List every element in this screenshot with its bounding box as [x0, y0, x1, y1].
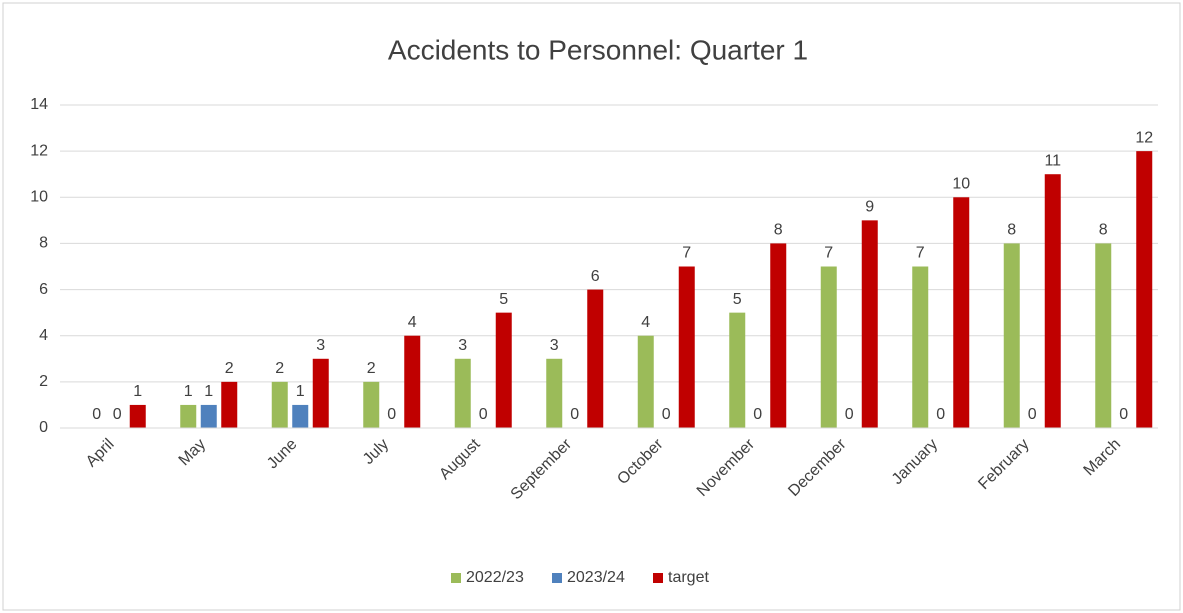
y-tick-label: 0: [39, 419, 48, 436]
data-label: 10: [952, 176, 970, 193]
data-label: 2: [367, 360, 376, 377]
data-label: 8: [1007, 222, 1016, 239]
legend-swatch: [451, 573, 461, 583]
data-label: 2: [225, 360, 234, 377]
data-label: 7: [824, 245, 833, 262]
data-label: 0: [113, 406, 122, 423]
data-label: 11: [1044, 152, 1061, 169]
data-label: 7: [682, 245, 691, 262]
data-label: 3: [316, 337, 325, 354]
data-label: 0: [845, 406, 854, 423]
data-label: 1: [133, 383, 142, 400]
bar: [312, 358, 329, 428]
legend-label: 2023/24: [567, 569, 625, 586]
data-label: 8: [1099, 222, 1108, 239]
data-label: 0: [1028, 406, 1037, 423]
bar: [404, 335, 421, 428]
y-tick-label: 8: [39, 235, 48, 252]
data-label: 4: [408, 314, 417, 331]
y-tick-label: 6: [39, 281, 48, 298]
data-label: 5: [733, 291, 742, 308]
y-tick-label: 14: [30, 96, 48, 113]
bar: [729, 312, 746, 428]
data-label: 0: [387, 406, 396, 423]
data-label: 12: [1135, 129, 1153, 146]
y-tick-label: 10: [30, 189, 48, 206]
data-label: 8: [774, 222, 783, 239]
data-label: 3: [550, 337, 559, 354]
y-tick-label: 2: [39, 373, 48, 390]
data-label: 0: [753, 406, 762, 423]
bar: [1095, 243, 1112, 428]
data-label: 7: [916, 245, 925, 262]
bar: [678, 266, 695, 428]
bar: [770, 243, 787, 428]
legend-label: 2022/23: [466, 569, 524, 586]
bar: [637, 335, 654, 428]
bar: [820, 266, 837, 428]
bar: [495, 312, 512, 428]
bar: [1044, 174, 1061, 428]
bar: [1003, 243, 1020, 428]
bar: [546, 358, 563, 428]
bar: [200, 404, 217, 428]
data-label: 0: [479, 406, 488, 423]
y-tick-label: 12: [30, 142, 48, 159]
data-label: 6: [591, 268, 600, 285]
chart-title: Accidents to Personnel: Quarter 1: [388, 34, 808, 65]
bar: [953, 197, 970, 428]
bar: [292, 404, 309, 428]
legend-swatch: [552, 573, 562, 583]
data-label: 1: [296, 383, 305, 400]
bar: [363, 381, 380, 428]
data-label: 4: [641, 314, 650, 331]
legend-label: target: [668, 569, 709, 586]
data-label: 0: [92, 406, 101, 423]
y-tick-label: 4: [39, 327, 48, 344]
bar: [861, 220, 878, 428]
data-label: 3: [458, 337, 467, 354]
data-label: 0: [570, 406, 579, 423]
bar: [221, 381, 238, 428]
data-label: 9: [865, 199, 874, 216]
bar: [129, 404, 146, 428]
bar: [180, 404, 197, 428]
legend-swatch: [653, 573, 663, 583]
bar: [912, 266, 929, 428]
bar: [454, 358, 471, 428]
bar: [1136, 151, 1153, 428]
data-label: 2: [275, 360, 284, 377]
data-label: 0: [1119, 406, 1128, 423]
bar: [587, 289, 604, 428]
data-label: 1: [184, 383, 193, 400]
data-label: 0: [936, 406, 945, 423]
bar: [271, 381, 288, 428]
data-label: 5: [499, 291, 508, 308]
data-label: 1: [204, 383, 213, 400]
data-label: 0: [662, 406, 671, 423]
